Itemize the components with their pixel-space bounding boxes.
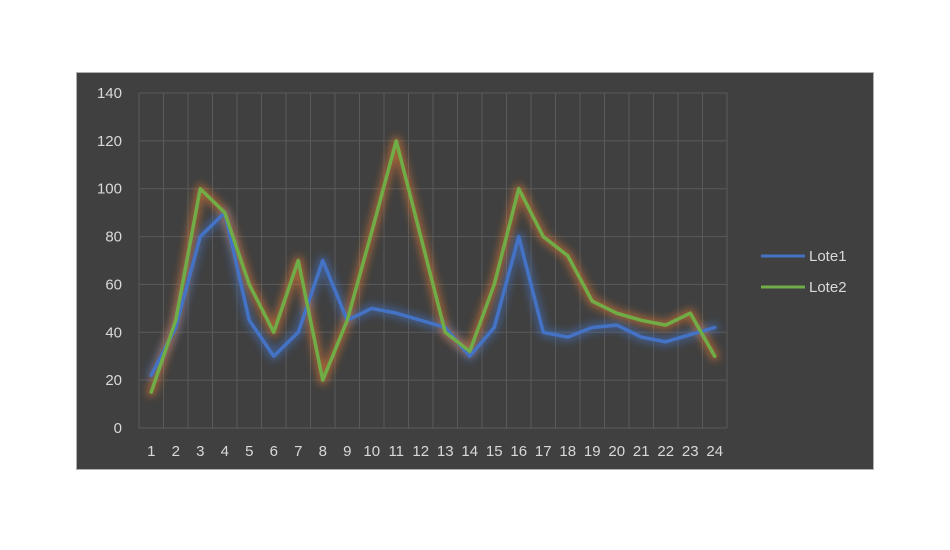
- data-point-lote2: [174, 319, 177, 322]
- data-point-lote2: [248, 283, 251, 286]
- data-point-lote2: [223, 211, 226, 214]
- data-point-lote1: [468, 355, 471, 358]
- data-point-lote2: [493, 283, 496, 286]
- x-tick-label: 7: [294, 443, 302, 460]
- data-point-lote1: [370, 307, 373, 310]
- data-point-lote1: [419, 319, 422, 322]
- x-tick-label: 15: [486, 443, 503, 460]
- x-tick-label: 4: [221, 443, 229, 460]
- data-point-lote2: [689, 312, 692, 315]
- data-point-lote2: [444, 331, 447, 334]
- data-point-lote1: [689, 333, 692, 336]
- y-tick-label: 140: [97, 85, 122, 102]
- data-point-lote2: [419, 235, 422, 238]
- data-point-lote2: [297, 259, 300, 262]
- x-tick-label: 9: [343, 443, 351, 460]
- x-tick-label: 13: [437, 443, 454, 460]
- data-point-lote1: [395, 312, 398, 315]
- y-tick-label: 40: [105, 324, 122, 341]
- x-tick-label: 22: [657, 443, 674, 460]
- y-axis-ticks: 0 20 40 60 80 100 120 140: [97, 85, 122, 437]
- legend: Lote1 Lote2: [761, 248, 847, 296]
- x-tick-label: 11: [388, 443, 404, 460]
- x-tick-label: 5: [245, 443, 253, 460]
- data-point-lote1: [199, 235, 202, 238]
- data-point-lote1: [566, 336, 569, 339]
- x-tick-label: 20: [608, 443, 625, 460]
- data-point-lote2: [272, 331, 275, 334]
- data-point-lote1: [150, 374, 153, 377]
- x-axis-ticks: 1 2 3 4 5 6 7 8 9 10 11 12 13 14 15 16 17 18 19 20 21 22 23 24: [147, 443, 723, 460]
- data-point-lote1: [615, 324, 618, 327]
- data-point-lote2: [664, 324, 667, 327]
- y-tick-label: 20: [105, 372, 122, 389]
- data-point-lote1: [713, 326, 716, 329]
- y-tick-label: 60: [105, 276, 122, 293]
- y-tick-label: 100: [97, 181, 122, 198]
- data-point-lote2: [468, 350, 471, 353]
- x-tick-label: 21: [633, 443, 650, 460]
- x-tick-label: 17: [535, 443, 552, 460]
- data-point-lote2: [566, 254, 569, 257]
- data-point-lote2: [517, 187, 520, 190]
- x-tick-label: 16: [510, 443, 527, 460]
- x-tick-label: 23: [682, 443, 699, 460]
- y-tick-label: 0: [114, 420, 122, 437]
- data-point-lote2: [346, 319, 349, 322]
- data-point-lote2: [150, 391, 153, 394]
- data-point-lote1: [664, 340, 667, 343]
- data-point-lote1: [297, 331, 300, 334]
- y-tick-label: 80: [105, 229, 122, 246]
- data-point-lote1: [542, 331, 545, 334]
- x-tick-label: 8: [319, 443, 327, 460]
- data-point-lote1: [591, 326, 594, 329]
- data-point-lote1: [248, 319, 251, 322]
- data-point-lote1: [321, 259, 324, 262]
- data-point-lote1: [272, 355, 275, 358]
- data-point-lote2: [321, 379, 324, 382]
- x-tick-label: 3: [196, 443, 204, 460]
- legend-label-lote2: Lote2: [809, 279, 847, 296]
- data-point-lote2: [713, 355, 716, 358]
- x-tick-label: 1: [147, 443, 155, 460]
- x-tick-label: 19: [584, 443, 601, 460]
- x-tick-label: 24: [706, 443, 723, 460]
- legend-label-lote1: Lote1: [809, 248, 847, 265]
- data-point-lote2: [542, 235, 545, 238]
- data-point-lote2: [370, 230, 373, 233]
- x-tick-label: 18: [559, 443, 576, 460]
- data-point-lote2: [395, 139, 398, 142]
- data-point-lote1: [517, 235, 520, 238]
- x-tick-label: 6: [270, 443, 278, 460]
- data-point-lote2: [640, 319, 643, 322]
- x-tick-label: 14: [461, 443, 478, 460]
- chart-panel: 0 20 40 60 80 100 120 140 1 2 3 4 5 6 7 8 9 10 11 12 13 14 15…: [76, 72, 874, 470]
- x-tick-label: 2: [172, 443, 180, 460]
- grid: [139, 93, 727, 428]
- x-tick-label: 12: [412, 443, 429, 460]
- data-point-lote1: [640, 336, 643, 339]
- data-point-lote2: [591, 300, 594, 303]
- data-point-lote1: [493, 326, 496, 329]
- y-tick-label: 120: [97, 133, 122, 150]
- data-point-lote2: [199, 187, 202, 190]
- data-point-lote2: [615, 312, 618, 315]
- x-tick-label: 10: [363, 443, 380, 460]
